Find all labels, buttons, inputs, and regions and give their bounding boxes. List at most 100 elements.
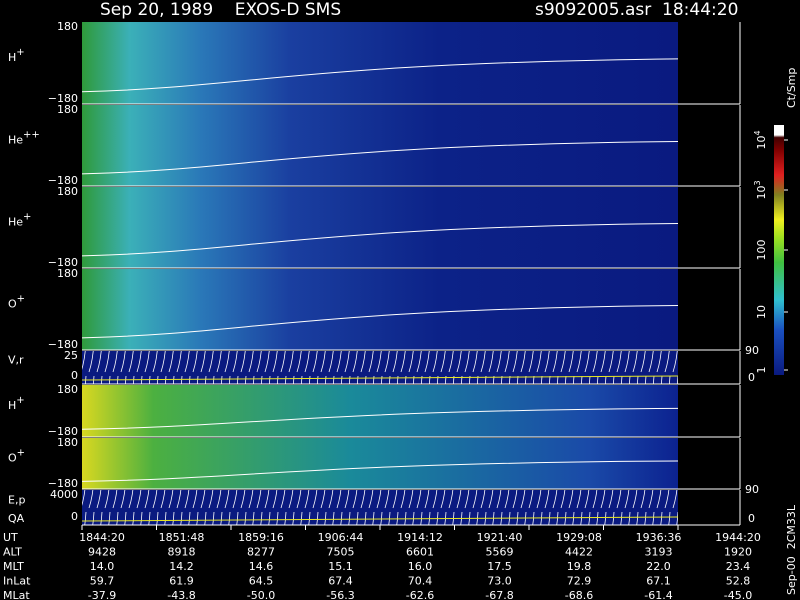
axis-top-label: 180 (57, 436, 78, 449)
row-value: 67.4 (328, 575, 353, 588)
row-value: 22.0 (646, 560, 671, 573)
charge: ++ (23, 130, 40, 141)
row-value: -62.6 (406, 589, 434, 600)
row-value: 9428 (88, 546, 116, 559)
row-value: -67.8 (485, 589, 513, 600)
row-value: 19.8 (567, 560, 592, 573)
panel-label: He++ (8, 130, 40, 147)
row-value: 64.5 (249, 575, 274, 588)
row-value: 14.6 (249, 560, 274, 573)
species: He (8, 216, 23, 229)
panel-image (82, 269, 678, 350)
row-value: 1851:48 (159, 531, 205, 544)
row-value: 15.1 (328, 560, 353, 573)
file-label: s9092005.asr 18:44:20 (535, 0, 738, 20)
charge: + (16, 47, 24, 58)
panel-label: E,p (8, 494, 25, 507)
row-value: 1844:20 (79, 531, 125, 544)
title: Sep 20, 1989 EXOS-D SMS (100, 0, 341, 20)
row-value: 1859:16 (238, 531, 284, 544)
tick-exponent: 3 (753, 180, 762, 185)
row-label: ALT (3, 546, 22, 559)
row-value: 17.5 (487, 560, 512, 573)
pitch-angle-curve (81, 407, 679, 430)
colorbar-tick-label: 103 (753, 180, 768, 199)
row-label: InLat (3, 575, 31, 588)
colorbar-unit: Ct/Smp (785, 68, 798, 108)
row-value: -43.8 (167, 589, 195, 600)
row-value: 1944:20 (715, 531, 761, 544)
axis-top-label: 4000 (50, 488, 78, 501)
colorbar-tick-label: 104 (753, 130, 768, 149)
right-axis-top-label: 90 (745, 483, 759, 496)
row-label: MLT (3, 560, 24, 573)
charge: + (17, 294, 25, 305)
row-value: -68.6 (565, 589, 593, 600)
trace-curve (81, 516, 679, 522)
row-value: 16.0 (408, 560, 433, 573)
species: O (8, 298, 17, 311)
pitch-angle-curve (81, 222, 679, 257)
row-value: -37.9 (88, 589, 116, 600)
row-value: 1936:36 (636, 531, 682, 544)
row-value: 14.2 (169, 560, 194, 573)
row-label: UT (3, 531, 18, 544)
row-value: 1920 (724, 546, 752, 559)
axis-top-label: 180 (57, 103, 78, 116)
row-value: 7505 (327, 546, 355, 559)
panel-label: H+ (8, 395, 25, 412)
pitch-angle-curve (81, 304, 679, 339)
charge: + (16, 395, 24, 406)
panel-label: O+ (8, 294, 25, 311)
species: O (8, 452, 17, 465)
axis-bottom-label: −180 (48, 256, 78, 269)
species: E,p (8, 494, 25, 507)
row-value: -45.0 (724, 589, 752, 600)
row-value: 1906:44 (318, 531, 364, 544)
axis-top-label: 180 (57, 267, 78, 280)
panel-image (82, 490, 678, 525)
row-value: 1921:40 (477, 531, 523, 544)
row-value: 3193 (645, 546, 673, 559)
panel-label: O+ (8, 448, 25, 465)
colorbar (774, 125, 784, 375)
row-value: 1914:12 (397, 531, 443, 544)
colorbar-tick-label: 100 (755, 240, 768, 261)
species: H (8, 51, 16, 64)
row-value: 8277 (247, 546, 275, 559)
row-value: 5569 (486, 546, 514, 559)
axis-bottom-label: −180 (48, 425, 78, 438)
row-value: 1929:08 (556, 531, 602, 544)
species: H (8, 399, 16, 412)
axis-bottom-label: −180 (48, 477, 78, 490)
row-value: 67.1 (646, 575, 671, 588)
panel-image (82, 385, 678, 437)
row-value: -61.4 (644, 589, 672, 600)
charge: + (17, 448, 25, 459)
row-value: 59.7 (90, 575, 115, 588)
axis-top-label: 25 (64, 349, 78, 362)
axis-bottom-label: −180 (48, 92, 78, 105)
tick-base: 10 (755, 136, 768, 150)
axis-top-label: 180 (57, 383, 78, 396)
panel-image (82, 22, 678, 104)
right-axis-bottom-label: 0 (748, 371, 755, 384)
row-value: 52.8 (726, 575, 751, 588)
colorbar-tick-label: 1 (755, 367, 768, 374)
row-value: 61.9 (169, 575, 194, 588)
charge: + (23, 212, 31, 223)
row-value: -50.0 (247, 589, 275, 600)
row-value: 73.0 (487, 575, 512, 588)
right-axis-top-label: 90 (745, 344, 759, 357)
row-label: MLat (3, 589, 30, 600)
species: He (8, 134, 23, 147)
row-value: 8918 (168, 546, 196, 559)
panel-label-extra: QA (8, 512, 25, 525)
tick-base: 10 (755, 186, 768, 200)
colorbar-tick-label: 10 (755, 305, 768, 319)
axis-bottom-label: 0 (71, 369, 78, 382)
row-value: 6601 (406, 546, 434, 559)
row-value: -56.3 (326, 589, 354, 600)
pitch-angle-curve (81, 460, 679, 482)
